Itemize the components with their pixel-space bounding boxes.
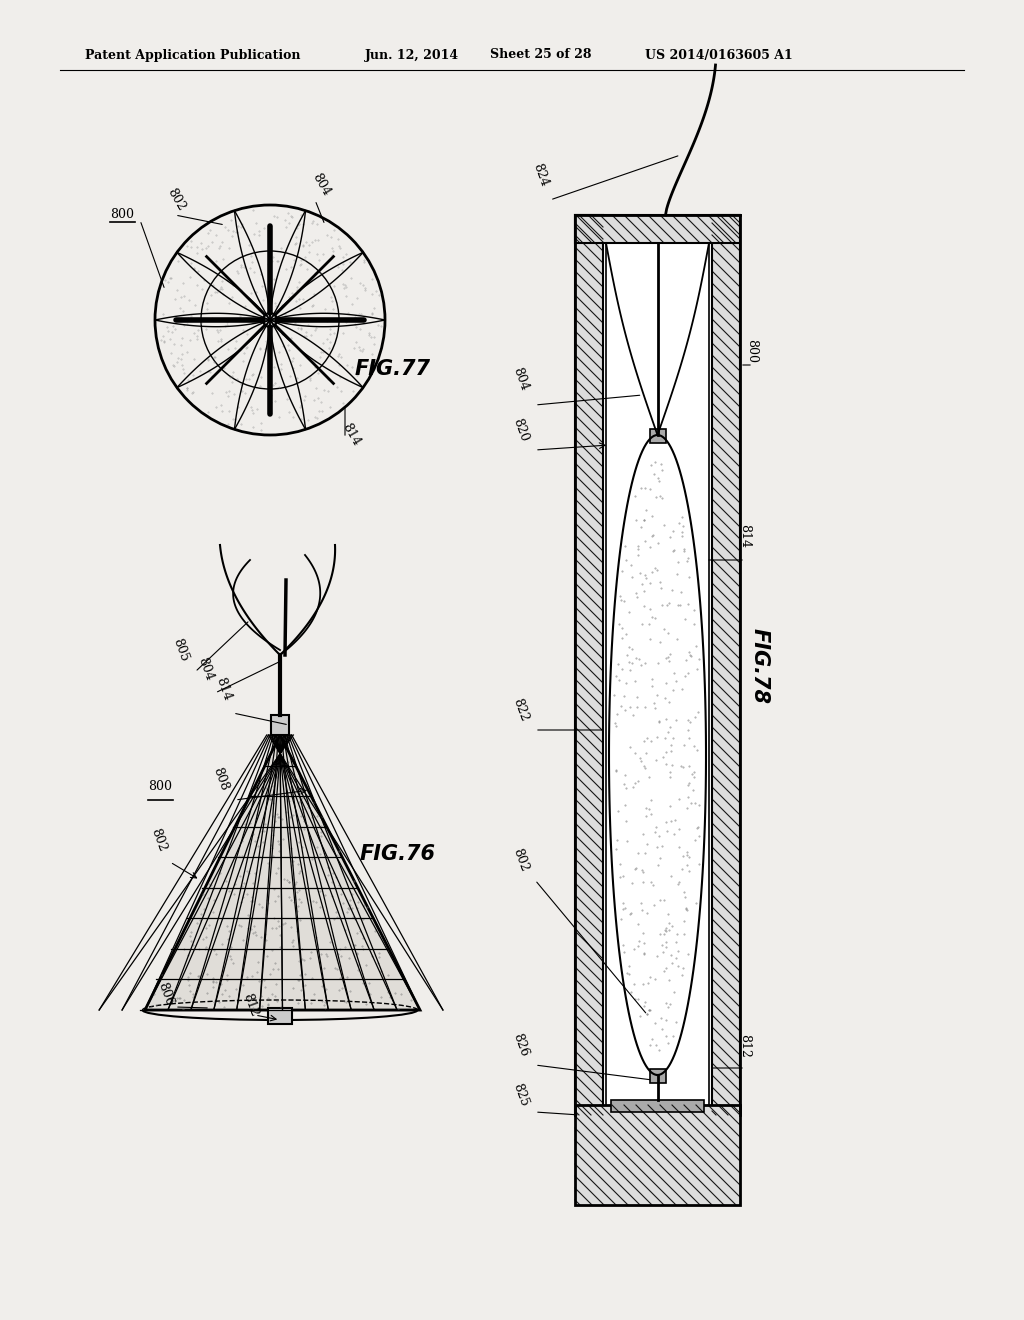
Polygon shape bbox=[145, 735, 420, 1010]
Text: 812: 812 bbox=[738, 1034, 751, 1059]
Text: Jun. 12, 2014: Jun. 12, 2014 bbox=[365, 49, 459, 62]
Text: 814: 814 bbox=[340, 421, 364, 449]
Text: 804: 804 bbox=[510, 366, 530, 393]
Text: 800: 800 bbox=[110, 209, 134, 222]
Bar bbox=[649, 429, 666, 444]
Text: Sheet 25 of 28: Sheet 25 of 28 bbox=[490, 49, 592, 62]
Bar bbox=[712, 215, 740, 1115]
Text: FIG.77: FIG.77 bbox=[355, 359, 431, 379]
Text: 806: 806 bbox=[155, 981, 175, 1008]
Text: FIG.78: FIG.78 bbox=[750, 628, 770, 704]
Text: 800: 800 bbox=[148, 780, 172, 793]
Text: 802: 802 bbox=[510, 846, 530, 873]
Text: 812: 812 bbox=[240, 991, 260, 1018]
Text: 814: 814 bbox=[213, 676, 233, 704]
Text: 804: 804 bbox=[310, 172, 333, 198]
Bar bbox=[649, 1069, 666, 1082]
Circle shape bbox=[263, 313, 278, 327]
Text: 805: 805 bbox=[170, 636, 190, 663]
Bar bbox=[575, 1105, 740, 1205]
Text: 808: 808 bbox=[210, 766, 230, 793]
Text: 800: 800 bbox=[745, 339, 758, 363]
Text: 825: 825 bbox=[510, 1081, 530, 1107]
Text: 802: 802 bbox=[148, 826, 168, 853]
Text: US 2014/0163605 A1: US 2014/0163605 A1 bbox=[645, 49, 793, 62]
Bar bbox=[575, 215, 740, 243]
Bar bbox=[611, 1100, 705, 1111]
Bar bbox=[268, 1008, 292, 1024]
Text: FIG.76: FIG.76 bbox=[360, 843, 436, 865]
Text: 822: 822 bbox=[510, 696, 530, 723]
Bar bbox=[271, 715, 289, 735]
Text: 804: 804 bbox=[195, 656, 215, 682]
Text: 814: 814 bbox=[738, 524, 751, 548]
Text: 802: 802 bbox=[165, 186, 188, 214]
Bar bbox=[603, 215, 712, 1115]
Text: 826: 826 bbox=[510, 1031, 530, 1059]
Text: 820: 820 bbox=[510, 416, 530, 444]
Bar bbox=[575, 215, 603, 1115]
Text: 824: 824 bbox=[530, 161, 550, 187]
Text: Patent Application Publication: Patent Application Publication bbox=[85, 49, 300, 62]
